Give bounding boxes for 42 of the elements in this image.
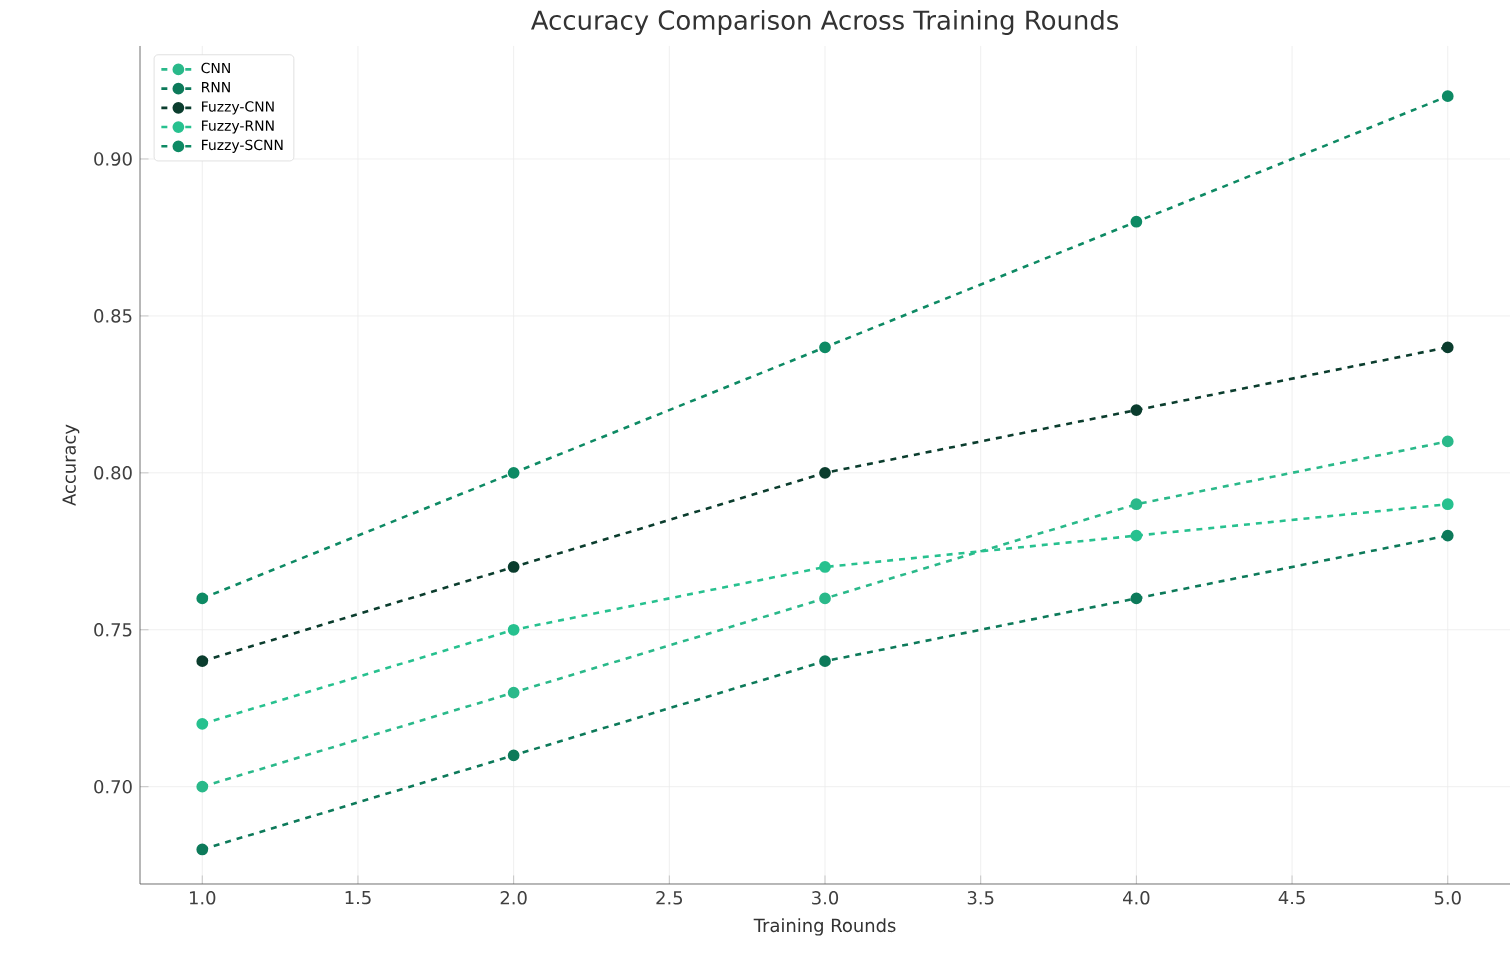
y-tick-label: 0.90 [94,152,132,166]
point [1130,498,1143,511]
point [1130,215,1143,228]
point [1441,341,1454,354]
point [819,341,831,354]
point [819,561,831,573]
point [196,592,209,605]
chart-title: Accuracy Comparison Across Training Rounds [531,9,1119,35]
point [196,655,209,668]
point [507,623,520,636]
y-tick-label: 0.80 [94,466,132,480]
point [196,780,209,793]
point [1441,435,1454,448]
point [507,466,520,479]
point [196,843,209,856]
point [196,718,209,730]
x-tick-label: 2.0 [500,891,527,905]
point [1441,498,1454,511]
x-axis-title: Training Rounds [753,918,896,936]
x-tick-label: 4.5 [1278,891,1305,905]
point [507,749,520,762]
x-tick-label: 3.0 [812,891,839,905]
point [819,592,831,605]
y-tick-label: 0.75 [94,622,132,637]
point [1130,529,1143,542]
x-tick-label: 1.0 [189,891,216,905]
point [1130,404,1143,416]
x-tick-label: 1.5 [345,891,371,905]
point [819,655,831,668]
y-axis-title: Accuracy [62,424,80,506]
point [1441,90,1454,103]
point [1130,592,1143,605]
point [507,686,520,699]
x-tick-label: 3.5 [967,891,994,905]
point [507,561,520,573]
y-tick-label: 0.85 [94,309,132,323]
x-tick-label: 2.5 [656,891,683,905]
point [1441,529,1454,542]
x-tick-label: 5.0 [1434,891,1461,905]
y-tick-label: 0.70 [94,779,132,794]
x-tick-label: 4.0 [1122,891,1150,905]
point [819,466,831,479]
